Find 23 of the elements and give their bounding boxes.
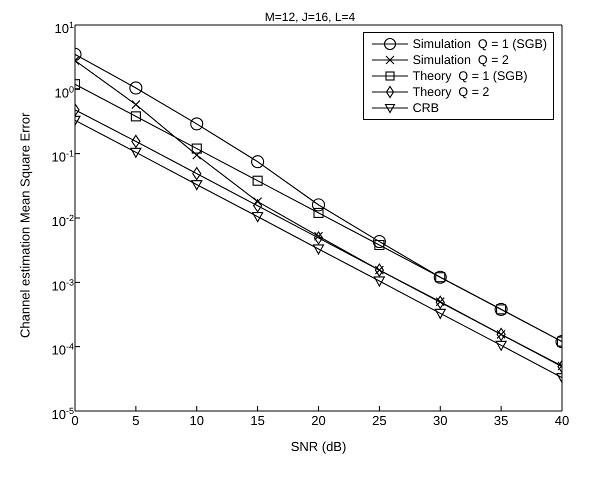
chart-title: M=12, J=16, L=4 xyxy=(264,10,356,24)
legend-label: Simulation Q = 1 (SGB) xyxy=(412,37,547,51)
y-tick-label: 10$^{-3}$ xyxy=(52,277,74,294)
y-tick-label: 10$^{-2}$ xyxy=(52,213,74,229)
y-tick-label: 10$^{0}$ xyxy=(54,84,74,100)
y-tick-label: 10$^{-1}$ xyxy=(52,148,74,165)
y-tick-label: 10$^{-4}$ xyxy=(52,342,74,358)
x-tick-label: 10 xyxy=(190,413,204,428)
y-tick-label: 10$^{1}$ xyxy=(54,20,74,36)
y-axis-title: Channel estimation Mean Square Error xyxy=(18,112,33,338)
x-tick-label: 0 xyxy=(71,413,79,428)
x-tick-label: 20 xyxy=(311,413,326,428)
x-axis-title: SNR (dB) xyxy=(290,439,346,454)
x-tick-label: 25 xyxy=(372,413,387,428)
x-tick-label: 40 xyxy=(554,413,570,428)
x-tick-label: 30 xyxy=(433,413,448,428)
x-tick-label: 15 xyxy=(250,413,265,428)
x-tick-label: 35 xyxy=(494,413,508,428)
legend-label: Theory Q = 2 xyxy=(412,85,490,99)
legend-label: CRB xyxy=(412,101,439,115)
x-tick-label: 5 xyxy=(132,413,140,428)
legend-label: Simulation Q = 2 xyxy=(412,53,509,67)
legend-label: Theory Q = 1 (SGB) xyxy=(412,69,528,83)
